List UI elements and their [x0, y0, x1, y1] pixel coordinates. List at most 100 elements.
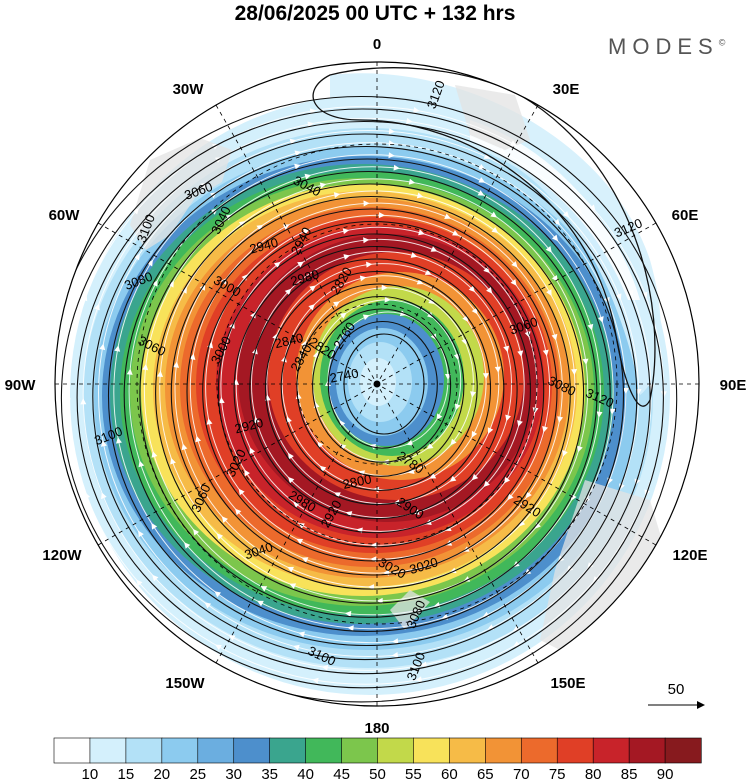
- streamline-arrow: [392, 638, 399, 645]
- streamline: [128, 154, 614, 630]
- streamline-arrow: [413, 106, 420, 113]
- brand-logo: MODES©: [608, 34, 725, 60]
- streamline-arrow: [461, 338, 467, 345]
- streamline-arrow: [609, 408, 616, 415]
- streamline-arrow: [589, 204, 596, 211]
- streamline-arrow: [428, 298, 435, 305]
- streamline-arrow: [510, 279, 517, 286]
- streamline-arrow: [204, 602, 212, 609]
- streamline-arrow: [114, 345, 121, 352]
- streamline-arrow: [507, 493, 514, 501]
- lon-label-60w: 60W: [49, 207, 81, 224]
- streamline-arrow: [478, 177, 486, 183]
- contour-line: [60, 108, 664, 689]
- colorbar-swatch: [53, 737, 91, 764]
- streamline-arrow: [545, 246, 552, 253]
- streamline-arrow: [415, 676, 423, 683]
- streamline-arrow: [221, 516, 228, 523]
- colorbar-tick-label: 10: [82, 766, 99, 782]
- streamline: [143, 166, 601, 616]
- streamline-arrow: [238, 488, 245, 496]
- streamline-arrow: [491, 226, 499, 233]
- colorbar-swatch: [628, 737, 666, 764]
- streamline-arrow: [260, 586, 268, 592]
- streamline-arrow: [241, 274, 248, 281]
- streamline-arrow: [366, 261, 373, 268]
- streamline-arrow: [551, 234, 559, 242]
- colorbar-swatch: [269, 737, 307, 764]
- streamline-arrow: [406, 118, 413, 124]
- streamline-arrow: [307, 121, 314, 128]
- colorbar-tick-label: 70: [513, 766, 530, 782]
- streamline: [174, 190, 576, 588]
- streamline-arrow: [214, 591, 222, 598]
- streamline-arrow: [416, 278, 424, 285]
- streamline-arrow: [478, 164, 486, 170]
- streamline-arrow: [138, 460, 145, 468]
- streamline-arrow: [376, 597, 383, 604]
- lon-label-120w: 120W: [42, 547, 82, 564]
- streamline-arrow: [391, 652, 399, 658]
- streamline-arrow: [235, 508, 242, 516]
- streamline-arrow: [430, 333, 437, 340]
- streamline-arrow: [444, 213, 451, 219]
- streamline-arrow: [147, 259, 153, 267]
- streamline-arrow: [596, 411, 603, 418]
- streamline-arrow: [454, 403, 461, 411]
- streamline-arrow: [294, 163, 301, 170]
- streamline-arrow: [518, 520, 526, 527]
- streamline-arrow: [273, 261, 281, 268]
- streamline-arrow: [490, 211, 497, 218]
- streamline: [251, 251, 512, 518]
- colorbar-swatch: [233, 737, 271, 764]
- streamline-arrow: [416, 192, 424, 199]
- streamline-arrow: [410, 252, 418, 258]
- streamline-arrow: [303, 228, 310, 235]
- streamline-arrow: [342, 228, 350, 235]
- streamline-arrow: [206, 418, 213, 425]
- lon-label-90e: 90E: [720, 377, 747, 394]
- streamline-arrow: [587, 323, 594, 331]
- lon-label-60e: 60E: [672, 207, 699, 224]
- streamline-arrow: [450, 438, 457, 446]
- colorbar-tick-label: 60: [441, 766, 458, 782]
- colorbar-swatch: [664, 737, 702, 764]
- streamline-arrow: [250, 311, 256, 319]
- streamline-arrow: [293, 644, 300, 651]
- streamline-arrow: [286, 416, 292, 423]
- streamline-arrow: [333, 301, 340, 308]
- colorbar-swatch: [485, 737, 522, 764]
- streamline-arrow: [284, 288, 292, 296]
- streamline-arrow: [293, 501, 300, 508]
- streamline-arrow: [546, 289, 552, 296]
- streamline-arrow: [483, 153, 491, 159]
- streamline-arrow: [334, 492, 341, 498]
- streamline-arrow: [181, 287, 187, 294]
- colorbar-tick-label: 30: [225, 766, 242, 782]
- streamline-arrow: [347, 625, 354, 632]
- streamline-arrow: [542, 426, 548, 433]
- streamline-arrow: [660, 391, 667, 398]
- streamline-arrow: [319, 465, 327, 472]
- colorbar-swatch: [377, 737, 415, 764]
- streamline-arrow: [571, 369, 578, 376]
- contour-label: 2920: [233, 415, 265, 437]
- streamline-arrow: [471, 473, 479, 481]
- streamline-arrow: [463, 576, 471, 582]
- lon-label-30e: 30E: [553, 81, 580, 98]
- streamline-arrow: [505, 414, 512, 422]
- colorbar-tick-label: 85: [621, 766, 638, 782]
- streamline-arrow: [64, 393, 71, 400]
- streamline-arrow: [359, 275, 367, 282]
- streamline-arrow: [408, 178, 416, 185]
- brand-text: MODES: [608, 34, 719, 59]
- streamline-arrow: [99, 343, 106, 351]
- streamline-arrow: [181, 443, 188, 451]
- streamline-arrow: [345, 610, 352, 617]
- streamline-arrow: [504, 476, 511, 484]
- land-africa: [455, 85, 530, 150]
- streamline-arrow: [312, 677, 319, 684]
- streamline-arrow: [151, 523, 158, 530]
